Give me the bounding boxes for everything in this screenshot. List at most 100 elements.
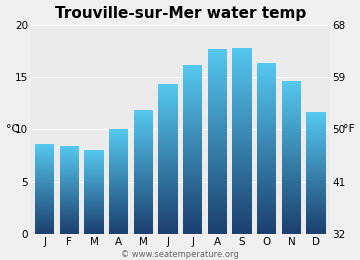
- Bar: [134, 220, 153, 221]
- Bar: [233, 122, 252, 123]
- Bar: [60, 180, 79, 181]
- Bar: [208, 191, 227, 192]
- Bar: [60, 173, 79, 174]
- Bar: [233, 91, 252, 92]
- Bar: [282, 115, 301, 116]
- Bar: [257, 100, 276, 101]
- Bar: [109, 135, 128, 136]
- Bar: [158, 140, 177, 141]
- Bar: [183, 102, 202, 103]
- Bar: [257, 128, 276, 129]
- Bar: [109, 188, 128, 189]
- Bar: [282, 98, 301, 99]
- Bar: [158, 149, 177, 150]
- Bar: [306, 224, 326, 225]
- Bar: [306, 191, 326, 192]
- Bar: [208, 93, 227, 94]
- Bar: [306, 147, 326, 148]
- Bar: [233, 158, 252, 159]
- Bar: [183, 83, 202, 84]
- Bar: [233, 163, 252, 164]
- Bar: [233, 48, 252, 49]
- Bar: [183, 202, 202, 203]
- Bar: [109, 176, 128, 177]
- Bar: [35, 163, 54, 164]
- Bar: [208, 82, 227, 83]
- Bar: [183, 99, 202, 100]
- Bar: [35, 191, 54, 192]
- Bar: [84, 216, 104, 217]
- Bar: [208, 91, 227, 92]
- Bar: [282, 146, 301, 147]
- Bar: [134, 192, 153, 193]
- Bar: [233, 97, 252, 98]
- Bar: [109, 147, 128, 148]
- Bar: [306, 211, 326, 212]
- Bar: [158, 137, 177, 138]
- Bar: [109, 196, 128, 197]
- Bar: [306, 215, 326, 216]
- Bar: [35, 220, 54, 221]
- Bar: [208, 223, 227, 224]
- Bar: [109, 221, 128, 222]
- Bar: [208, 58, 227, 59]
- Bar: [60, 213, 79, 214]
- Bar: [134, 172, 153, 173]
- Bar: [109, 138, 128, 139]
- Bar: [257, 151, 276, 152]
- Bar: [306, 113, 326, 114]
- Bar: [282, 86, 301, 87]
- Bar: [282, 83, 301, 84]
- Bar: [257, 82, 276, 83]
- Bar: [257, 88, 276, 89]
- Bar: [84, 150, 104, 151]
- Bar: [134, 186, 153, 187]
- Bar: [183, 120, 202, 121]
- Bar: [208, 92, 227, 93]
- Bar: [158, 104, 177, 105]
- Bar: [84, 181, 104, 182]
- Bar: [257, 169, 276, 170]
- Bar: [158, 214, 177, 215]
- Bar: [109, 205, 128, 206]
- Bar: [208, 61, 227, 62]
- Bar: [183, 79, 202, 80]
- Bar: [257, 165, 276, 166]
- Bar: [158, 230, 177, 231]
- Bar: [134, 224, 153, 225]
- Bar: [183, 205, 202, 206]
- Bar: [84, 157, 104, 158]
- Bar: [233, 177, 252, 178]
- Bar: [60, 148, 79, 149]
- Bar: [208, 136, 227, 138]
- Bar: [257, 226, 276, 227]
- Bar: [134, 230, 153, 231]
- Bar: [306, 195, 326, 196]
- Bar: [208, 150, 227, 151]
- Bar: [208, 202, 227, 203]
- Bar: [35, 192, 54, 193]
- Bar: [208, 198, 227, 199]
- Bar: [84, 189, 104, 190]
- Bar: [158, 168, 177, 169]
- Bar: [183, 176, 202, 177]
- Bar: [257, 182, 276, 183]
- Bar: [35, 189, 54, 190]
- Bar: [183, 161, 202, 162]
- Bar: [257, 89, 276, 90]
- Bar: [109, 155, 128, 156]
- Bar: [109, 181, 128, 182]
- Bar: [60, 228, 79, 229]
- Bar: [134, 168, 153, 169]
- Bar: [208, 221, 227, 222]
- Bar: [35, 225, 54, 226]
- Bar: [134, 221, 153, 222]
- Bar: [84, 205, 104, 206]
- Bar: [208, 76, 227, 77]
- Bar: [109, 177, 128, 178]
- Bar: [208, 84, 227, 85]
- Bar: [84, 224, 104, 225]
- Bar: [233, 76, 252, 77]
- Bar: [35, 176, 54, 177]
- Bar: [183, 94, 202, 95]
